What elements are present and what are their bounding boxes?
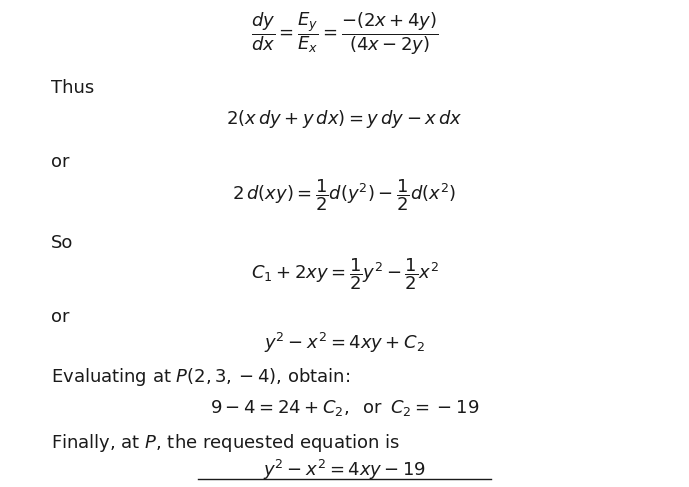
Text: or: or	[50, 153, 69, 171]
Text: $2(x\,dy + y\,dx) = y\,dy - x\,dx$: $2(x\,dy + y\,dx) = y\,dy - x\,dx$	[226, 109, 463, 131]
Text: $C_1 + 2xy = \dfrac{1}{2}y^2 - \dfrac{1}{2}x^2$: $C_1 + 2xy = \dfrac{1}{2}y^2 - \dfrac{1}…	[251, 256, 438, 292]
Text: $y^2 - x^2 = 4xy - 19$: $y^2 - x^2 = 4xy - 19$	[263, 458, 426, 483]
Text: $y^2 - x^2 = 4xy + C_2$: $y^2 - x^2 = 4xy + C_2$	[264, 331, 425, 356]
Text: Thus: Thus	[50, 79, 94, 97]
Text: $2\,d(xy) = \dfrac{1}{2}d(y^2) - \dfrac{1}{2}d(x^2)$: $2\,d(xy) = \dfrac{1}{2}d(y^2) - \dfrac{…	[232, 178, 457, 213]
Text: Evaluating at $P(2, 3, -4)$, obtain:: Evaluating at $P(2, 3, -4)$, obtain:	[50, 366, 350, 388]
Text: So: So	[50, 234, 73, 252]
Text: $\dfrac{dy}{dx} = \dfrac{E_y}{E_x} = \dfrac{-(2x + 4y)}{(4x - 2y)}$: $\dfrac{dy}{dx} = \dfrac{E_y}{E_x} = \df…	[251, 11, 438, 57]
Text: or: or	[50, 308, 69, 326]
Text: Finally, at $P$, the requested equation is: Finally, at $P$, the requested equation …	[50, 432, 400, 454]
Text: $9 - 4 = 24 + C_2, \;\; \mathrm{or} \;\; C_2 = -19$: $9 - 4 = 24 + C_2, \;\; \mathrm{or} \;\;…	[210, 398, 479, 418]
